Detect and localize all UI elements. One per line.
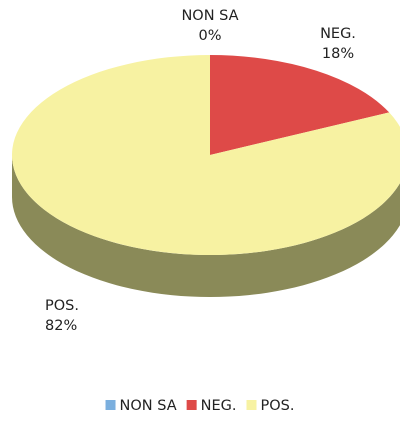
legend-label-neg: NEG.: [201, 398, 237, 414]
slice-label-value-pos: 82%: [45, 318, 77, 334]
slice-labels: NON SA 0% NEG. 18% POS. 82%: [45, 8, 356, 334]
pie-slice-neg: [210, 55, 390, 155]
slice-label-name-non-sa: NON SA: [181, 8, 238, 24]
legend-swatch-pos: [246, 400, 257, 410]
pie-side-walls: [12, 155, 400, 297]
slice-label-value-neg: 18%: [322, 46, 354, 62]
legend-label-pos: POS.: [260, 398, 294, 414]
pie-top-faces: [12, 55, 400, 255]
slice-label-name-pos: POS.: [45, 298, 79, 314]
legend-label-non-sa: NON SA: [120, 398, 177, 414]
slice-label-value-non-sa: 0%: [198, 28, 221, 44]
slice-label-name-neg: NEG.: [320, 26, 356, 42]
pie-side-pos: [12, 155, 400, 297]
pie-slice-pos: [12, 55, 400, 255]
legend: NON SA NEG. POS.: [105, 398, 294, 414]
legend-swatch-non-sa: [105, 400, 116, 410]
legend-swatch-neg: [186, 400, 197, 410]
